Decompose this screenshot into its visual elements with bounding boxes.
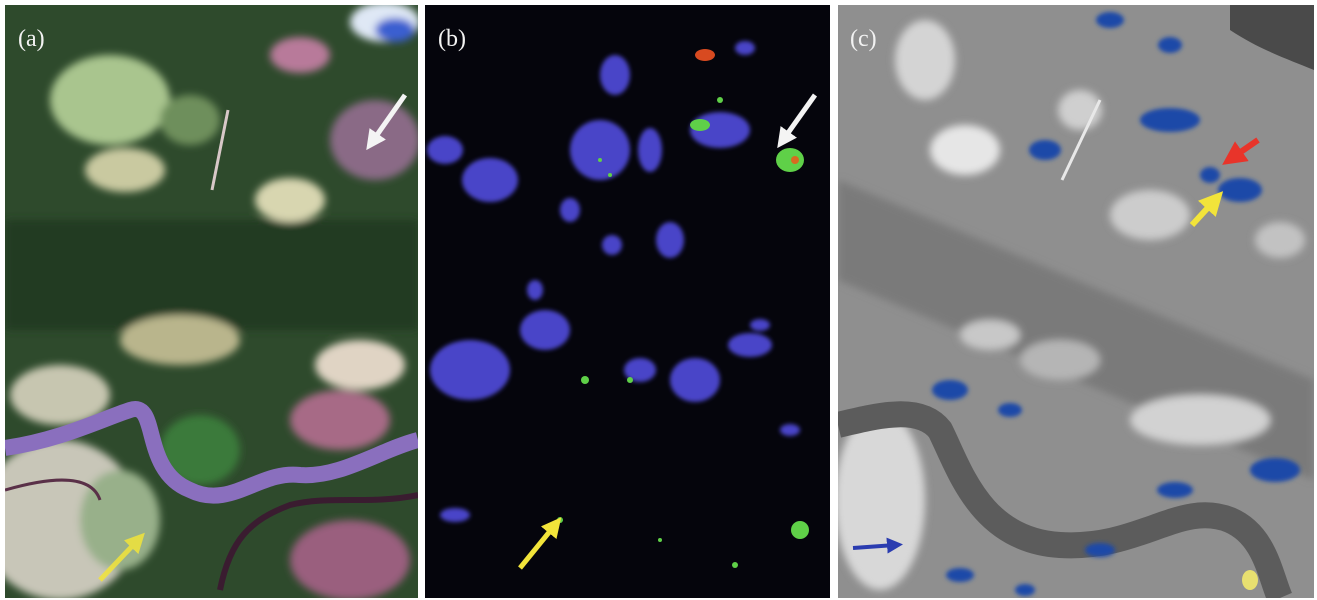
image-feature [638, 128, 662, 172]
image-feature [608, 173, 612, 177]
image-feature [1255, 222, 1305, 258]
image-feature [1130, 395, 1270, 445]
image-feature [375, 18, 415, 42]
image-feature [290, 390, 390, 450]
panel-c [835, 5, 1314, 598]
image-feature [932, 380, 968, 400]
image-feature [5, 220, 418, 330]
image-feature [1218, 178, 1262, 202]
image-feature [895, 20, 955, 100]
figure: (a) (b) (c) [0, 0, 1317, 600]
image-feature [557, 517, 563, 523]
image-feature [427, 136, 463, 164]
image-feature [440, 508, 470, 522]
image-feature [658, 538, 662, 542]
image-feature [717, 97, 723, 103]
image-feature [930, 125, 1000, 175]
image-feature [1029, 140, 1061, 160]
image-feature [735, 41, 755, 55]
image-feature [1158, 37, 1182, 53]
image-feature [600, 55, 630, 95]
image-feature [946, 568, 974, 582]
image-feature [462, 158, 518, 202]
image-feature [425, 5, 830, 598]
image-feature [527, 280, 543, 300]
image-feature [1250, 458, 1300, 482]
image-feature [960, 320, 1020, 350]
image-feature [690, 119, 710, 131]
image-feature [656, 222, 684, 258]
image-feature [430, 340, 510, 400]
image-feature [1096, 12, 1124, 28]
page: (a) (b) (c) (() => { const data = JSON.p… [0, 0, 1317, 600]
image-feature [1200, 167, 1220, 183]
image-feature [1020, 340, 1100, 380]
image-feature [750, 319, 770, 331]
image-feature [315, 340, 405, 390]
panel-b [425, 5, 830, 598]
image-feature [998, 403, 1022, 417]
image-feature [270, 37, 330, 73]
image-feature [1157, 482, 1193, 498]
image-feature [791, 521, 809, 539]
image-feature [627, 377, 633, 383]
image-feature [581, 376, 589, 384]
image-feature [791, 156, 799, 164]
image-feature [255, 178, 325, 222]
image-feature [776, 148, 804, 172]
image-feature [120, 315, 240, 365]
image-feature [732, 562, 738, 568]
image-feature [598, 158, 602, 162]
image-feature [80, 470, 160, 570]
panel-a [0, 2, 420, 600]
image-feature [670, 358, 720, 402]
image-feature [1110, 190, 1190, 240]
image-feature [520, 310, 570, 350]
image-feature [560, 198, 580, 222]
image-feature [570, 120, 630, 180]
image-feature [835, 410, 925, 590]
panel-label: (a) [18, 26, 45, 52]
image-feature [602, 235, 622, 255]
image-feature [1015, 584, 1035, 596]
panel-label: (c) [850, 26, 877, 52]
image-feature [1242, 570, 1258, 590]
image-feature [695, 49, 715, 61]
image-feature [290, 520, 410, 600]
image-feature [160, 95, 220, 145]
image-feature [50, 55, 170, 145]
panel-label: (b) [438, 26, 466, 52]
image-feature [780, 424, 800, 436]
image-feature [728, 333, 772, 357]
image-feature [1085, 543, 1115, 557]
image-feature [85, 148, 165, 192]
image-feature [1140, 108, 1200, 132]
